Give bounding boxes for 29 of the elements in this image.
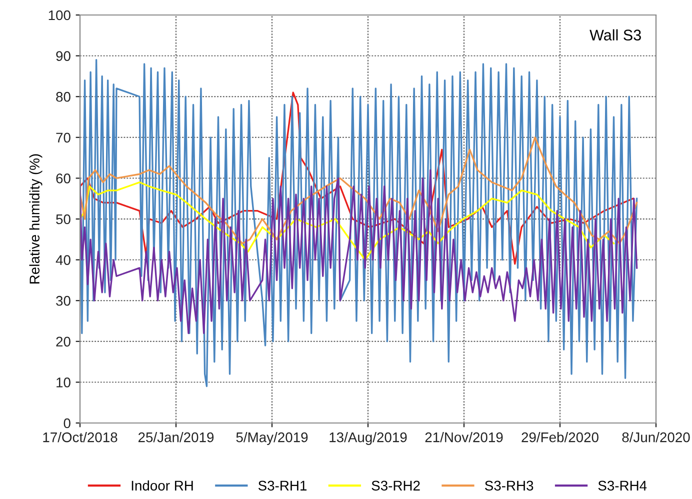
x-tick-label: 17/Oct/2018 — [43, 432, 118, 442]
y-tick-label: 0 — [64, 418, 70, 428]
text: Wall S3 — [590, 29, 641, 40]
legend-label: Indoor RH — [132, 480, 193, 491]
legend-label: S3-RH1 — [258, 480, 307, 491]
y-tick-label: 70 — [56, 132, 70, 143]
x-tick-label: 25/Jan/2019 — [138, 432, 214, 442]
line-series — [80, 181, 615, 261]
line-series — [80, 169, 638, 334]
line-series — [80, 136, 638, 244]
legend-label: S3-RH2 — [372, 480, 420, 491]
y-tick-label: 50 — [56, 214, 70, 224]
y-tick-label: 40 — [56, 255, 70, 265]
line-series — [80, 59, 638, 388]
x-tick-label: 29/Feb/2020 — [522, 432, 598, 442]
legend-label: S3-RH4 — [598, 480, 647, 491]
y-tick-label: 30 — [56, 296, 70, 306]
y-tick-label: 60 — [56, 174, 70, 184]
y-tick-label: 10 — [56, 378, 70, 388]
x-tick-label: 13/Aug/2019 — [330, 432, 407, 445]
y-tick-label: 80 — [56, 92, 70, 102]
y-tick-label: 20 — [56, 336, 70, 347]
x-tick-label: 5/May/2019 — [236, 432, 308, 445]
legend-label: S3-RH3 — [485, 480, 534, 491]
y-axis-title: Relative humidity (%) — [29, 154, 42, 284]
y-tick-label: 100 — [48, 10, 70, 20]
x-tick-label: 21/Nov/2019 — [425, 432, 503, 442]
x-tick-label: 8/Jun/2020 — [622, 432, 690, 442]
y-tick-label: 90 — [56, 51, 70, 61]
